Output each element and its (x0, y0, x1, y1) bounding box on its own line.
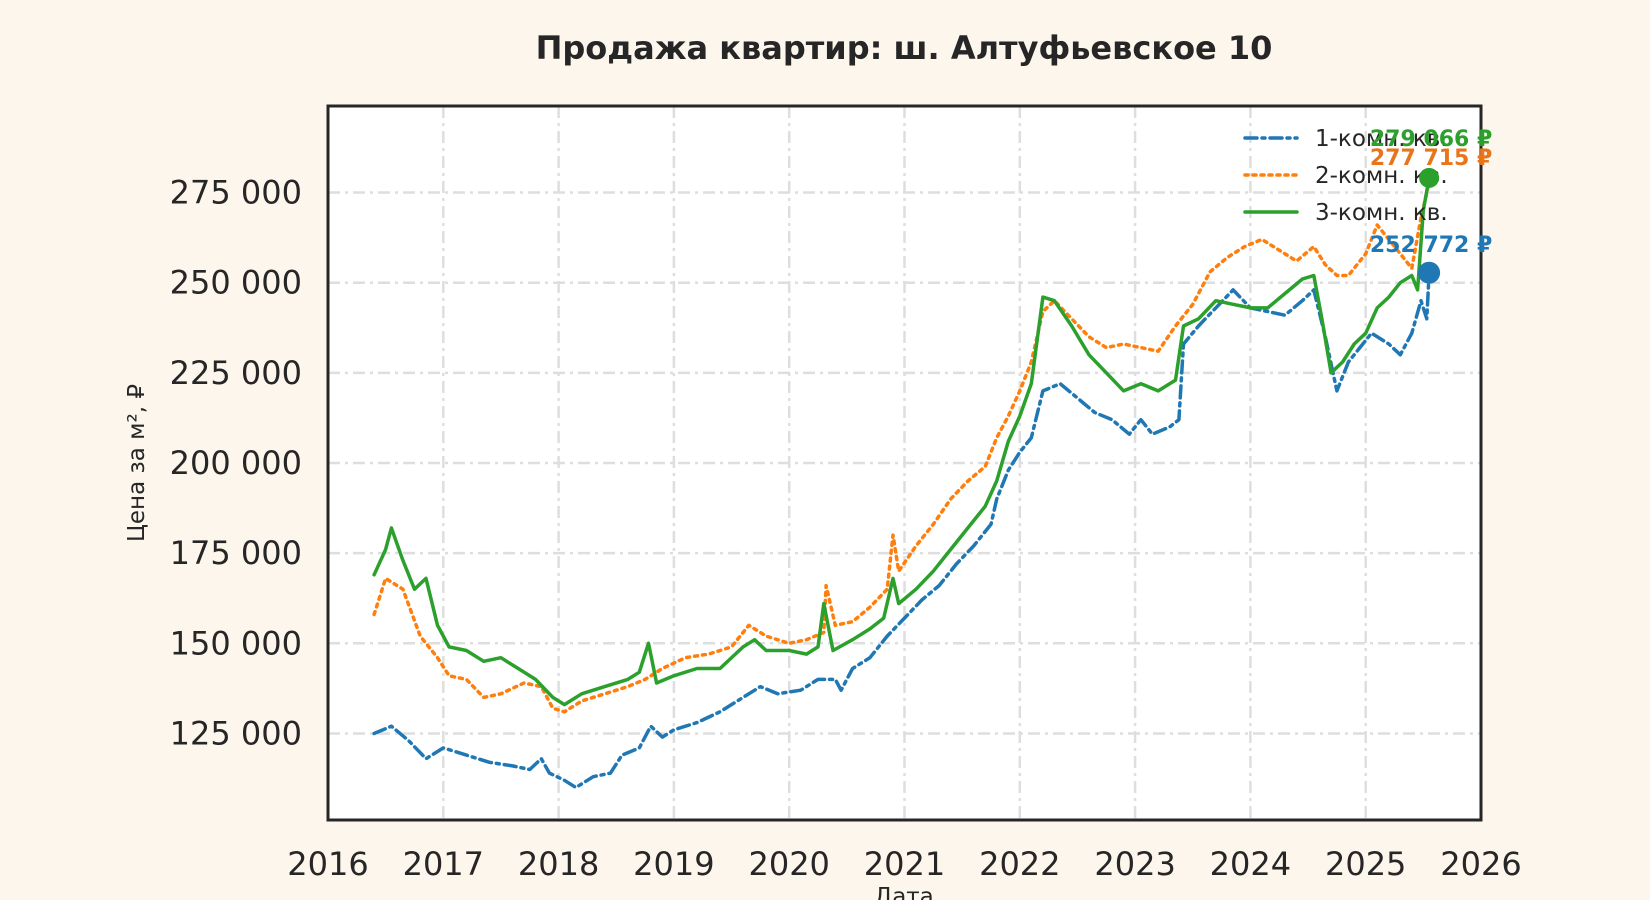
x-tick-label: 2020 (748, 845, 829, 883)
series-lines (372, 176, 1431, 790)
x-tick-label: 2016 (287, 845, 368, 883)
series-line-1 (372, 270, 1431, 790)
end-marker-3 (1418, 261, 1441, 284)
end-value-label-3: 252 772 ₽ (1370, 233, 1492, 258)
x-tick-label: 2017 (403, 845, 484, 883)
x-tick-label: 2025 (1325, 845, 1406, 883)
x-tick-label: 2023 (1094, 845, 1175, 883)
x-tick-label: 2024 (1210, 845, 1291, 883)
legend: 1-комн. кв.2-комн. кв.3-комн. кв. (1243, 126, 1448, 226)
series-line-3 (372, 176, 1431, 707)
x-tick-label: 2021 (864, 845, 945, 883)
x-tick-label: 2026 (1440, 845, 1521, 883)
y-tick-label: 175 000 (170, 534, 302, 572)
end-value-label-1: 279 066 ₽ (1370, 127, 1492, 152)
y-tick-label: 200 000 (170, 444, 302, 482)
legend-label-3: 3-комн. кв. (1315, 200, 1448, 226)
y-axis-label: Цена за м², ₽ (124, 384, 150, 542)
y-axis-ticks: 125 000 150 000 175 000 200 000 225 000 250 0… (170, 174, 302, 753)
plot-frame (326, 104, 1483, 822)
x-tick-label: 2019 (633, 845, 714, 883)
legend-label-1: 1-комн. кв. (1315, 126, 1448, 152)
x-axis-label: Дата (874, 884, 934, 900)
series-line-2 (372, 181, 1431, 714)
grid (328, 106, 1481, 820)
end-value-label-2: 277 715 ₽ (1370, 146, 1492, 171)
x-axis-ticks: 2016 2017 2018 2019 2020 2021 2022 2023 2024 2025… (287, 845, 1521, 883)
end-marker-1 (1419, 167, 1440, 188)
x-tick-label: 2018 (518, 845, 599, 883)
chart-title: Продажа квартир: ш. Алтуфьевское 10 (536, 29, 1273, 67)
x-tick-label: 2022 (979, 845, 1060, 883)
end-markers: 279 066 ₽277 715 ₽ 252 772 ₽ (1370, 127, 1492, 284)
y-tick-label: 225 000 (170, 354, 302, 392)
y-tick-label: 250 000 (170, 264, 302, 302)
y-tick-label: 150 000 (170, 624, 302, 662)
y-tick-label: 275 000 (170, 174, 302, 212)
y-tick-label: 125 000 (170, 714, 302, 752)
